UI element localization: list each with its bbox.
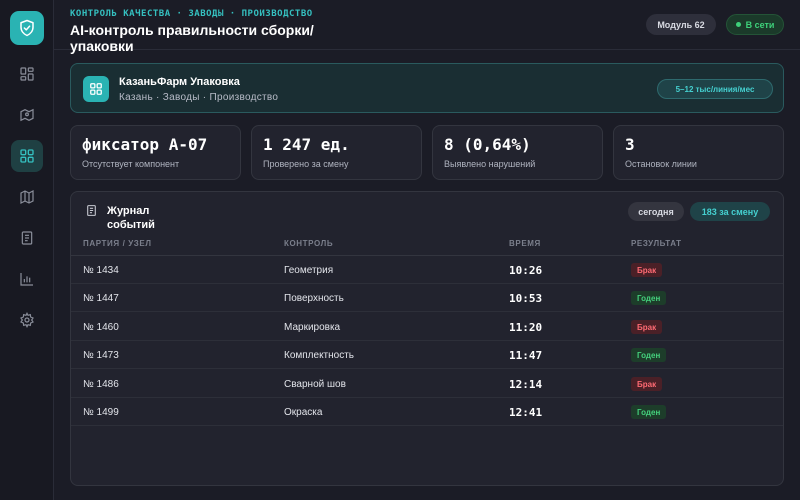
stat-label: Выявлено нарушений xyxy=(444,159,536,169)
table-row[interactable]: № 1447 Поверхность 10:53 Годен xyxy=(71,284,783,312)
batch-cell: № 1499 xyxy=(83,407,119,418)
table-row[interactable]: № 1460 Маркировка 11:20 Брак xyxy=(71,313,783,341)
nav-grid[interactable] xyxy=(11,140,43,172)
company-card[interactable]: КазаньФарм Упаковка Казань · Заводы · Пр… xyxy=(70,63,784,113)
result-badge-pass: Годен xyxy=(631,405,667,419)
control-cell: Окраска xyxy=(284,407,323,418)
page-title: AI-контроль правильности сборки/упаковки xyxy=(70,22,314,54)
batch-cell: № 1460 xyxy=(83,322,119,333)
status-dot-icon xyxy=(735,22,741,27)
column-header-result[interactable]: РЕЗУЛЬТАТ xyxy=(631,239,682,248)
column-header-batch[interactable]: ПАРТИЯ / УЗЕЛ xyxy=(83,239,152,248)
control-cell: Геометрия xyxy=(284,265,334,276)
time-cell: 10:53 xyxy=(509,292,543,305)
header-divider xyxy=(71,255,783,256)
online-status-label: В сети xyxy=(745,19,775,30)
control-cell: Сварной шов xyxy=(284,379,346,390)
event-log-title: Журнал событий xyxy=(107,205,155,231)
company-logo xyxy=(83,76,109,102)
shift-count-badge: 183 за смену xyxy=(690,202,770,221)
table-row[interactable]: № 1434 Геометрия 10:26 Брак xyxy=(71,256,783,284)
document-icon xyxy=(87,205,96,216)
stat-label: Отсутствует компонент xyxy=(82,159,180,169)
batch-cell: № 1434 xyxy=(83,265,119,276)
dashboard-icon xyxy=(20,67,34,81)
column-header-time[interactable]: ВРЕМЯ xyxy=(509,239,541,248)
top-header: КОНТРОЛЬ КАЧЕСТВА · ЗАВОДЫ · ПРОИЗВОДСТВ… xyxy=(54,0,800,54)
bar-chart-icon xyxy=(20,273,33,286)
result-badge-reject: Брак xyxy=(631,320,663,334)
stat-card-line-stops: 3 Остановок линии xyxy=(613,125,784,180)
time-cell: 12:14 xyxy=(509,378,543,391)
batch-cell: № 1486 xyxy=(83,379,119,390)
module-badge[interactable]: Модуль 62 xyxy=(646,14,716,35)
nav-settings[interactable] xyxy=(11,304,43,336)
control-cell: Поверхность xyxy=(284,293,344,304)
result-badge-pass: Годен xyxy=(631,291,667,305)
nav-documents[interactable] xyxy=(11,222,43,254)
grid-icon xyxy=(20,149,34,163)
stat-label: Проверено за смену xyxy=(263,159,349,169)
stat-card-violations: 8 (0,64%) Выявлено нарушений xyxy=(432,125,603,180)
nav-analytics[interactable] xyxy=(11,263,43,295)
result-badge-reject: Брак xyxy=(631,263,663,277)
app-logo[interactable] xyxy=(10,11,44,45)
batch-cell: № 1473 xyxy=(83,350,119,361)
map-icon xyxy=(20,190,34,204)
sidebar xyxy=(0,0,54,500)
map-pin-icon xyxy=(20,108,34,122)
event-log-panel: Журнал событий сегодня 183 за смену ПАРТ… xyxy=(70,191,784,486)
table-row[interactable]: № 1473 Комплектность 11:47 Годен xyxy=(71,341,783,369)
nav-map[interactable] xyxy=(11,181,43,213)
grid-icon xyxy=(90,83,102,95)
time-cell: 12:41 xyxy=(509,406,543,419)
stat-value: фиксатор А-07 xyxy=(82,135,208,154)
online-status-badge: В сети xyxy=(726,14,784,35)
stat-value: 1 247 ед. xyxy=(263,135,350,154)
company-location: Казань · Заводы · Производство xyxy=(119,92,279,103)
company-name: КазаньФарм Упаковка xyxy=(119,76,240,88)
stat-card-missing-component: фиксатор А-07 Отсутствует компонент xyxy=(70,125,241,180)
table-row[interactable]: № 1486 Сварной шов 12:14 Брак xyxy=(71,370,783,398)
stat-value: 3 xyxy=(625,135,635,154)
gear-icon xyxy=(20,312,34,328)
result-badge-pass: Годен xyxy=(631,348,667,362)
result-badge-reject: Брак xyxy=(631,377,663,391)
batch-cell: № 1447 xyxy=(83,293,119,304)
filter-today-button[interactable]: сегодня xyxy=(628,202,684,221)
shield-check-icon xyxy=(20,19,34,37)
time-cell: 10:26 xyxy=(509,264,543,277)
time-cell: 11:47 xyxy=(509,349,543,362)
breadcrumb: КОНТРОЛЬ КАЧЕСТВА · ЗАВОДЫ · ПРОИЗВОДСТВ… xyxy=(70,9,313,19)
time-cell: 11:20 xyxy=(509,321,543,334)
stat-card-checked: 1 247 ед. Проверено за смену xyxy=(251,125,422,180)
control-cell: Маркировка xyxy=(284,322,341,333)
nav-locations[interactable] xyxy=(11,99,43,131)
stat-value: 8 (0,64%) xyxy=(444,135,531,154)
control-cell: Комплектность xyxy=(284,350,355,361)
stat-label: Остановок линии xyxy=(625,159,697,169)
capacity-badge: 5–12 тыс/линия/мес xyxy=(657,79,773,99)
document-icon xyxy=(21,231,33,245)
column-header-control[interactable]: КОНТРОЛЬ xyxy=(284,239,334,248)
nav-dashboard[interactable] xyxy=(11,58,43,90)
table-row[interactable]: № 1499 Окраска 12:41 Годен xyxy=(71,398,783,426)
